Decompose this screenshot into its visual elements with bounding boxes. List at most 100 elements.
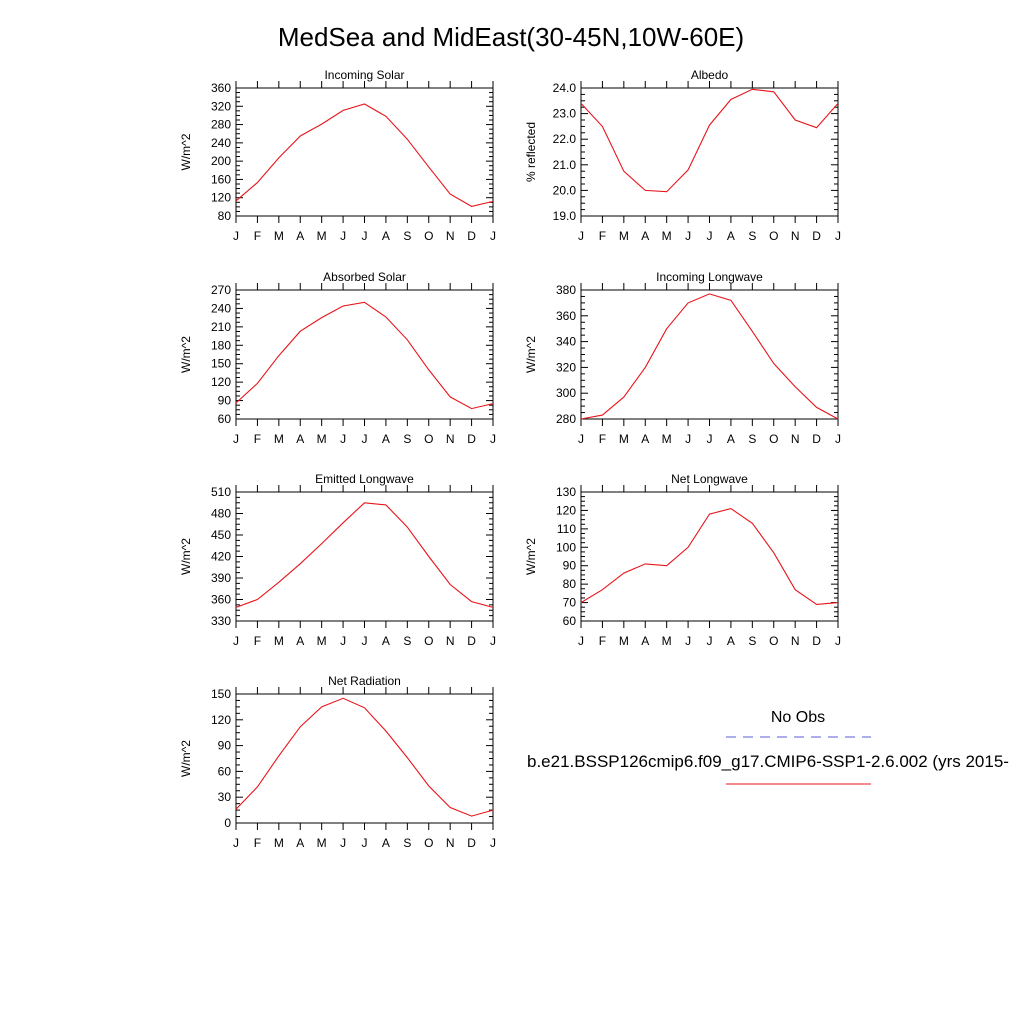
y-tick-label: 24.0 <box>553 81 577 95</box>
x-tick-label: F <box>599 229 606 243</box>
y-tick-label: 330 <box>211 614 231 628</box>
x-tick-label: S <box>403 229 411 243</box>
series-line-model <box>580 88 839 193</box>
y-axis-label: W/m^2 <box>179 538 193 575</box>
x-tick-label: F <box>254 634 261 648</box>
panel-title: Absorbed Solar <box>323 270 406 284</box>
y-axis-label: W/m^2 <box>524 336 538 373</box>
x-tick-label: M <box>662 634 672 648</box>
x-tick-label: N <box>446 634 455 648</box>
x-tick-label: J <box>835 432 841 446</box>
y-tick-label: 100 <box>556 540 576 554</box>
series-line-model <box>235 697 494 817</box>
x-tick-label: M <box>274 432 284 446</box>
x-tick-label: M <box>274 229 284 243</box>
x-tick-label: O <box>769 432 778 446</box>
y-tick-label: 60 <box>218 764 232 778</box>
y-tick-label: 360 <box>211 593 231 607</box>
y-tick-label: 180 <box>211 338 231 352</box>
x-tick-label: J <box>685 634 691 648</box>
y-tick-label: 450 <box>211 528 231 542</box>
panel-title: Incoming Longwave <box>656 270 763 284</box>
y-axis-label: W/m^2 <box>179 740 193 777</box>
y-tick-label: 300 <box>556 386 576 400</box>
y-tick-label: 240 <box>211 301 231 315</box>
x-tick-label: M <box>317 836 327 850</box>
legend-model-label: b.e21.BSSP126cmip6.f09_g17.CMIP6-SSP1-2.… <box>527 752 1009 771</box>
y-tick-label: 110 <box>557 522 576 536</box>
y-tick-label: 160 <box>211 172 231 186</box>
y-tick-label: 80 <box>563 577 577 591</box>
x-tick-label: J <box>685 432 691 446</box>
x-tick-label: J <box>362 634 368 648</box>
x-tick-label: M <box>619 432 629 446</box>
x-tick-label: J <box>233 229 239 243</box>
x-tick-label: J <box>707 634 713 648</box>
x-tick-label: M <box>274 836 284 850</box>
y-tick-label: 130 <box>556 485 576 499</box>
x-tick-label: J <box>233 432 239 446</box>
y-tick-label: 280 <box>556 412 576 426</box>
x-tick-label: A <box>641 229 649 243</box>
x-tick-label: S <box>403 432 411 446</box>
y-axis-label: W/m^2 <box>524 538 538 575</box>
y-tick-label: 21.0 <box>553 158 577 172</box>
legend: No Obs b.e21.BSSP126cmip6.f09_g17.CMIP6-… <box>527 709 1009 785</box>
series-line-model <box>235 103 494 207</box>
x-tick-label: J <box>340 634 346 648</box>
y-tick-label: 22.0 <box>553 132 577 146</box>
x-tick-label: A <box>382 634 390 648</box>
x-tick-label: S <box>403 836 411 850</box>
x-tick-label: J <box>490 432 496 446</box>
x-tick-label: D <box>812 229 821 243</box>
x-tick-label: M <box>317 229 327 243</box>
plot-frame <box>580 491 839 622</box>
y-tick-label: 510 <box>211 485 231 499</box>
x-tick-label: N <box>446 432 455 446</box>
x-tick-label: S <box>748 432 756 446</box>
panel-title: Incoming Solar <box>324 68 404 82</box>
y-tick-label: 150 <box>211 357 231 371</box>
panel-title: Emitted Longwave <box>315 472 414 486</box>
x-tick-label: A <box>727 229 735 243</box>
x-tick-label: D <box>812 634 821 648</box>
y-tick-label: 23.0 <box>553 107 577 121</box>
x-tick-label: F <box>254 432 261 446</box>
x-tick-label: J <box>490 229 496 243</box>
x-tick-label: M <box>662 432 672 446</box>
x-tick-label: A <box>296 432 304 446</box>
x-tick-label: M <box>619 634 629 648</box>
x-tick-label: N <box>446 836 455 850</box>
y-tick-label: 240 <box>211 136 231 150</box>
x-tick-label: M <box>317 432 327 446</box>
x-tick-label: M <box>317 634 327 648</box>
x-tick-label: J <box>835 229 841 243</box>
y-tick-label: 60 <box>218 412 232 426</box>
y-tick-label: 120 <box>211 713 231 727</box>
plot-frame <box>235 693 494 824</box>
x-tick-label: J <box>362 432 368 446</box>
x-tick-label: D <box>812 432 821 446</box>
y-tick-label: 0 <box>224 816 231 830</box>
x-tick-label: D <box>467 432 476 446</box>
y-tick-label: 20.0 <box>553 183 577 197</box>
x-tick-label: A <box>641 634 649 648</box>
x-tick-label: A <box>296 634 304 648</box>
y-axis-label: W/m^2 <box>179 133 193 170</box>
y-tick-label: 19.0 <box>553 209 577 223</box>
x-tick-label: F <box>599 432 606 446</box>
y-tick-label: 150 <box>211 687 231 701</box>
x-tick-label: A <box>382 432 390 446</box>
x-tick-label: A <box>382 836 390 850</box>
plot-frame <box>235 491 494 622</box>
x-tick-label: J <box>835 634 841 648</box>
y-tick-label: 480 <box>211 507 231 521</box>
